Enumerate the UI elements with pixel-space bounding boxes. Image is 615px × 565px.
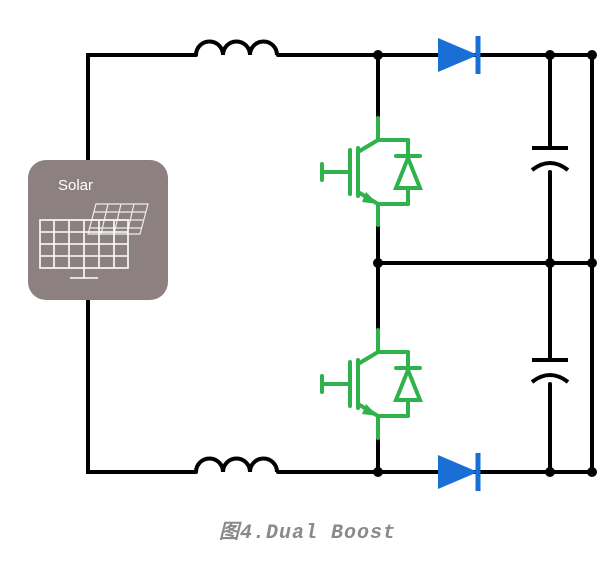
inductor-top: [196, 42, 277, 55]
diode-top: [438, 36, 478, 74]
diode-bottom: [438, 453, 478, 491]
solar-label: Solar: [58, 177, 93, 194]
igbt-bottom: [322, 330, 420, 438]
figure-caption: 图4.Dual Boost: [0, 515, 615, 545]
solar-block: Solar: [28, 160, 168, 300]
igbt-top: [322, 118, 420, 225]
circuit-diagram: Solar: [0, 0, 615, 520]
capacitor-bottom: [532, 360, 568, 382]
capacitor-top: [532, 148, 568, 170]
inductor-bottom: [196, 459, 277, 473]
